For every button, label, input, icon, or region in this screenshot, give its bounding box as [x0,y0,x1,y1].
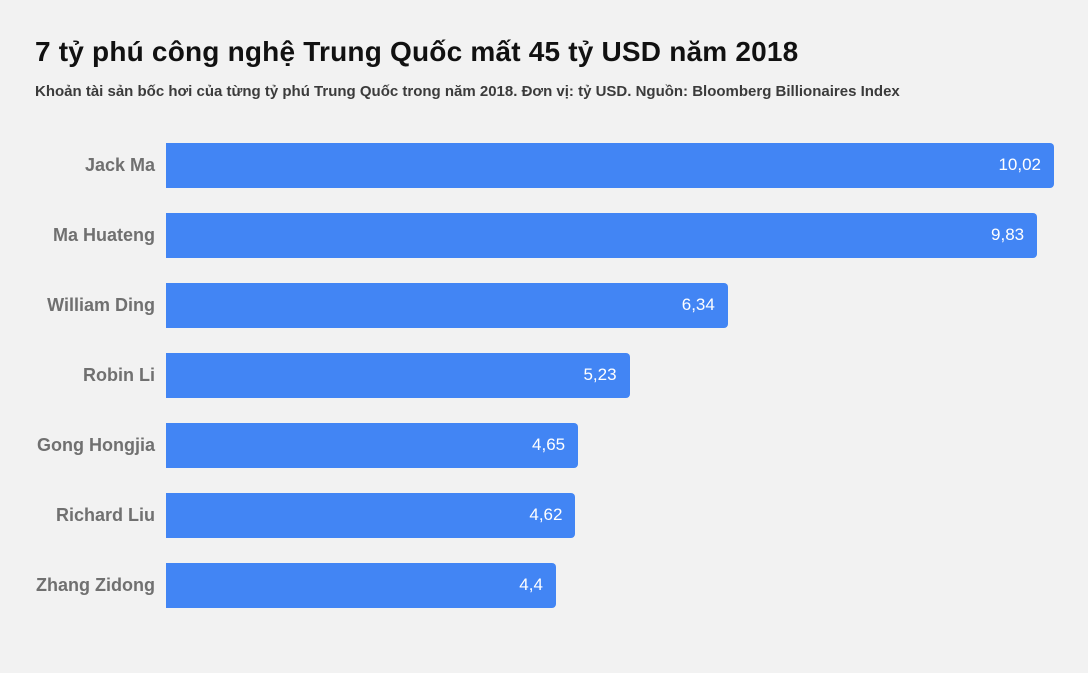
bar-row: William Ding 6,34 [0,270,1054,340]
bar-track: 4,65 [166,422,1054,468]
bar-track: 9,83 [166,212,1054,258]
value-label: 6,34 [681,295,715,314]
bar-row: Ma Huateng 9,83 [0,200,1054,270]
value-label: 9,83 [991,225,1025,244]
chart-subtitle: Khoản tài sản bốc hơi của từng tỷ phú Tr… [35,83,900,100]
category-label: Zhang Zidong [36,574,155,595]
bar: 4,65 [166,422,579,468]
value-label: 4,62 [529,505,563,524]
value-label: 10,02 [998,155,1041,174]
bar-row: Zhang Zidong 4,4 [0,550,1054,620]
bar-track: 6,34 [166,282,1054,328]
bar-chart: Jack Ma 10,02 Ma Huateng 9,83 William Di… [0,130,1088,620]
bar: 10,02 [166,142,1054,188]
category-label: Richard Liu [55,504,155,525]
bar-row: Richard Liu 4,62 [0,480,1054,550]
category-label: William Ding [47,294,155,315]
bar: 6,34 [166,282,728,328]
bar: 4,4 [166,562,556,608]
bar-track: 10,02 [166,142,1054,188]
bar-track: 4,4 [166,562,1054,608]
bar-row: Gong Hongjia 4,65 [0,410,1054,480]
value-label: 5,23 [583,365,617,384]
bar-row: Jack Ma 10,02 [0,130,1054,200]
bar: 9,83 [166,212,1038,258]
value-label: 4,65 [532,435,566,454]
bar: 5,23 [166,352,630,398]
chart-header: 7 tỷ phú công nghệ Trung Quốc mất 45 tỷ … [0,0,1088,100]
category-label: Jack Ma [84,154,155,175]
category-label: Robin Li [83,364,155,385]
bar-track: 4,62 [166,492,1054,538]
category-label: Ma Huateng [52,224,155,245]
bar-row: Robin Li 5,23 [0,340,1054,410]
chart-title: 7 tỷ phú công nghệ Trung Quốc mất 45 tỷ … [35,36,799,67]
bar: 4,62 [166,492,576,538]
bar-track: 5,23 [166,352,1054,398]
value-label: 4,4 [519,575,543,594]
category-label: Gong Hongjia [37,434,155,455]
